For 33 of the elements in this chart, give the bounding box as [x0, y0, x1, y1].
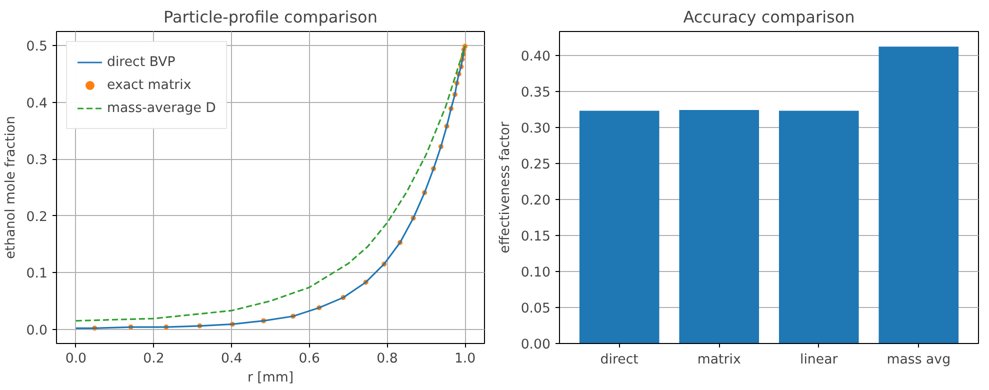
x-tick-label: linear — [800, 352, 838, 368]
x-tick-label: 0.8 — [376, 352, 398, 366]
legend-label: mass-average D — [107, 100, 216, 116]
x-tick-label: 0.6 — [298, 352, 320, 366]
x-tick-label: 0.2 — [143, 352, 164, 366]
y-tick-label: 0.00 — [520, 338, 551, 352]
x-tick-label: 0.0 — [65, 352, 87, 366]
x-axis-title: r [mm] — [247, 370, 294, 386]
chart-title: Accuracy comparison — [683, 8, 855, 26]
y-tick-label: 0.4 — [26, 96, 48, 112]
x-tick-label: matrix — [697, 352, 741, 368]
x-tick-label: 1.0 — [454, 352, 476, 366]
x-tick-label: mass avg — [886, 352, 951, 368]
y-tick-label: 0.05 — [520, 301, 551, 316]
y-tick-label: 0.0 — [26, 323, 48, 338]
x-tick-label: direct — [600, 352, 638, 368]
y-tick-label: 0.15 — [520, 229, 551, 244]
y-tick-label: 0.30 — [520, 121, 551, 136]
x-tick-label: 0.4 — [220, 352, 242, 366]
y-tick-label: 0.40 — [520, 49, 551, 64]
chart-title: Particle-profile comparison — [164, 8, 378, 26]
y-tick-label: 0.5 — [26, 40, 48, 55]
y-axis-title: ethanol mole fraction — [3, 116, 18, 260]
y-tick-label: 0.25 — [520, 157, 551, 172]
y-tick-label: 0.1 — [26, 266, 48, 282]
legend-label: direct BVP — [107, 54, 176, 70]
legend-label: exact matrix — [107, 78, 192, 92]
y-axis-title: effectiveness factor — [498, 121, 513, 254]
y-tick-label: 0.10 — [520, 265, 551, 280]
y-tick-label: 0.2 — [26, 210, 48, 225]
y-tick-label: 0.20 — [520, 193, 551, 208]
y-tick-label: 0.3 — [26, 153, 48, 168]
y-tick-label: 0.35 — [520, 85, 551, 100]
